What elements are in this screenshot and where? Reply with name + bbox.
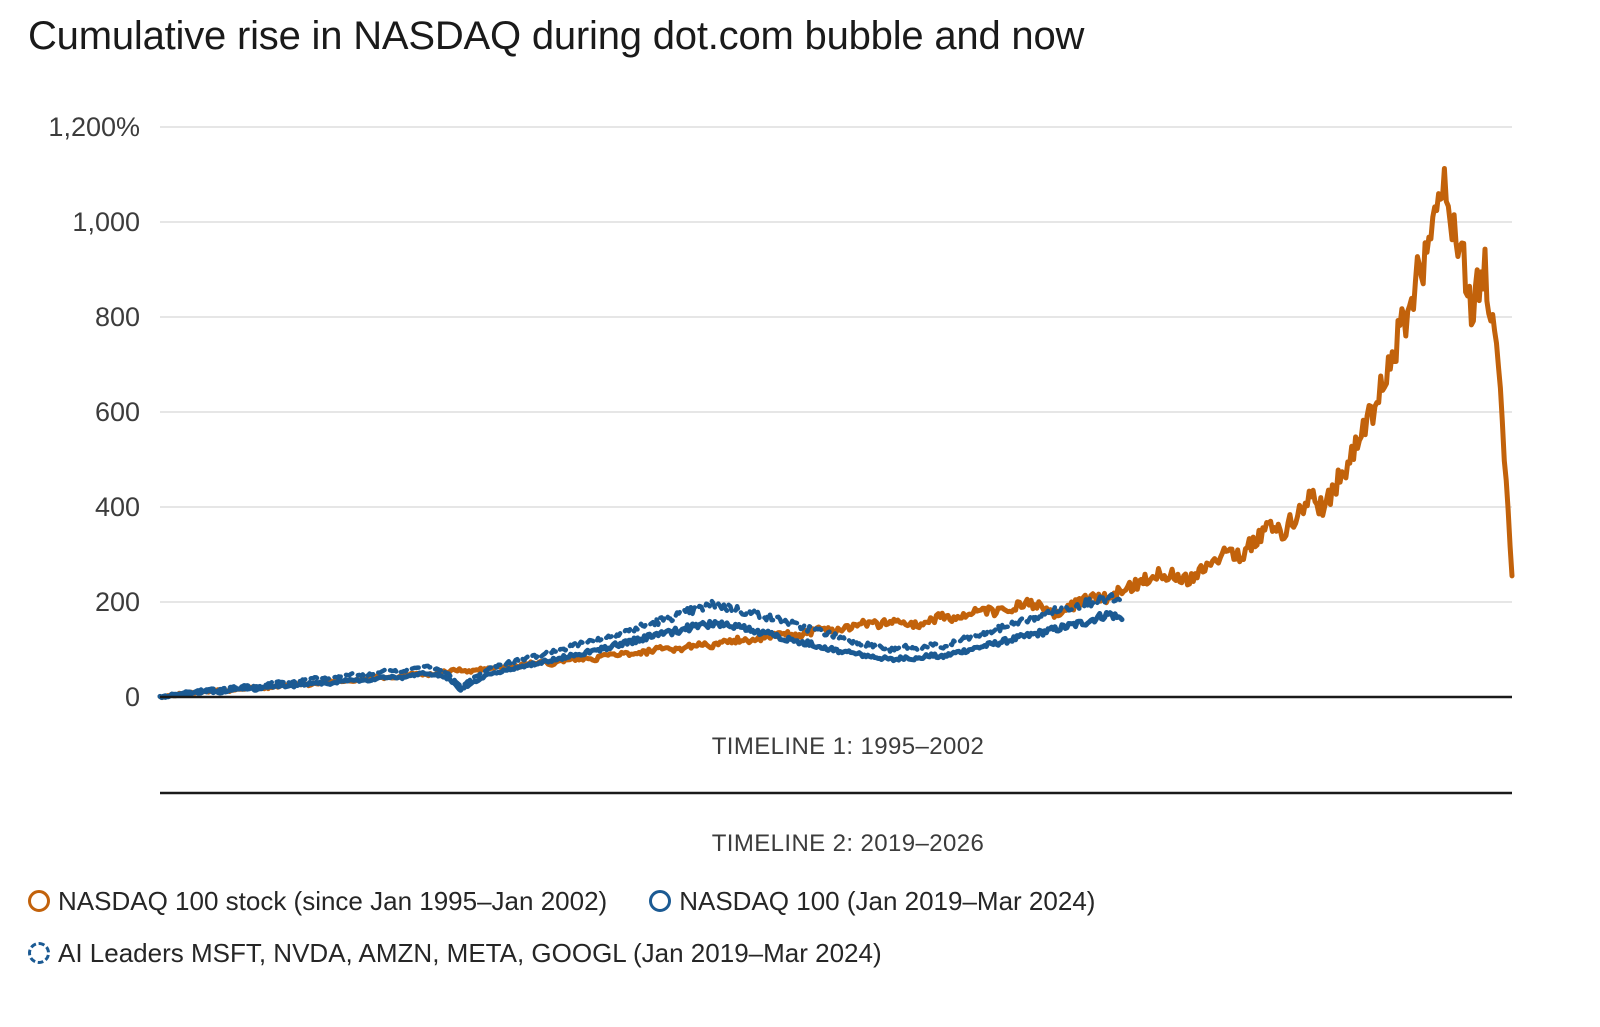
y-axis-tick: 1,000 (72, 207, 140, 237)
legend-row-primary: NASDAQ 100 stock (since Jan 1995–Jan 200… (28, 888, 1095, 914)
legend-item-nasdaq100-stock-1995[interactable]: NASDAQ 100 stock (since Jan 1995–Jan 200… (28, 888, 607, 914)
gridlines (160, 126, 1512, 603)
open-circle-blue-dashed-icon (28, 942, 50, 964)
series-line-nasdaq100-2019 (157, 610, 1125, 700)
y-axis-tick-labels: 1,200% 1,000 800 600 400 200 0 (48, 112, 140, 712)
legend-row-secondary: AI Leaders MSFT, NVDA, AMZN, META, GOOGL… (28, 940, 882, 966)
series-line-ai-leaders-2019 (157, 591, 1125, 700)
timeline-2-label: TIMELINE 2: 2019–2026 (712, 830, 985, 857)
y-axis-tick: 600 (95, 397, 140, 427)
legend-label-nasdaq100-stock-1995: NASDAQ 100 stock (since Jan 1995–Jan 200… (58, 886, 608, 916)
y-axis-tick: 200 (95, 587, 140, 617)
open-circle-blue-icon (649, 890, 672, 912)
y-axis-tick: 0 (125, 682, 140, 712)
legend-label-nasdaq100-2019: NASDAQ 100 (Jan 2019–Mar 2024) (679, 886, 1096, 916)
y-axis-tick: 800 (95, 302, 140, 332)
timeline-1-label: TIMELINE 1: 1995–2002 (712, 733, 985, 760)
series-line-nasdaq100-stock-1995 (157, 166, 1515, 701)
open-circle-orange-icon (28, 890, 50, 912)
series-lines (157, 166, 1515, 701)
page-title: Cumulative rise in NASDAQ during dot.com… (28, 14, 1085, 58)
legend-label-ai-leaders-2019: AI Leaders MSFT, NVDA, AMZN, META, GOOGL… (58, 938, 882, 968)
legend-item-ai-leaders-2019[interactable]: AI Leaders MSFT, NVDA, AMZN, META, GOOGL… (28, 940, 882, 966)
legend-item-nasdaq100-2019[interactable]: NASDAQ 100 (Jan 2019–Mar 2024) (649, 888, 1095, 914)
y-axis-tick: 1,200% (48, 112, 140, 142)
y-axis-tick: 400 (95, 492, 140, 522)
